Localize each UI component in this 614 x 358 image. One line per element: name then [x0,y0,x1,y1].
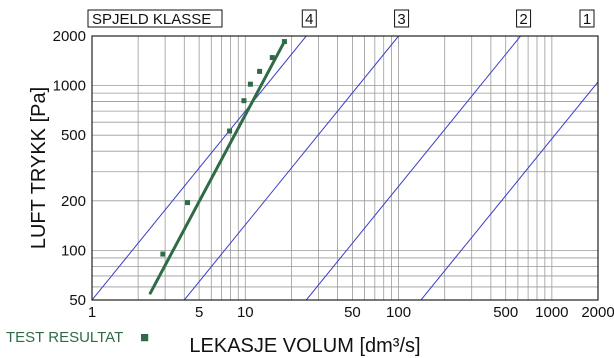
y-tick-labels: 50 100 200 500 1000 2000 [53,28,86,309]
fit-line [148,40,286,295]
x-tick-label: 100 [386,304,411,321]
test-point [160,251,166,257]
test-point [227,128,233,134]
class-line-4 [92,36,307,300]
class-label-box-2 [516,9,532,28]
y-tick-label: 100 [61,242,86,259]
x-axis-label: LEKASJE VOLUM [dm³/s] [189,335,420,357]
y-tick-label: 500 [61,127,86,144]
x-tick-label: 5 [195,304,203,321]
test-point [269,55,275,61]
class-label-4: 4 [305,11,313,28]
x-tick-label: 10 [237,304,254,321]
class-lines [92,36,598,300]
class-label-box-4 [301,9,317,28]
y-axis-label: LUFT TRYKK [Pa] [28,87,50,249]
class-label-box-1 [579,9,595,28]
y-tick-label: 50 [69,292,86,309]
class-line-3 [183,36,399,300]
class-header-box [87,9,223,28]
class-line-2 [305,36,521,300]
x-tick-labels: 1 5 10 50 100 500 1000 2000 [88,304,614,321]
test-point [247,81,253,87]
y-tick-label: 1000 [53,78,86,95]
fit-line-group [148,40,286,295]
legend-marker: ■ [140,329,149,346]
x-tick-label: 1 [88,304,96,321]
test-points [160,39,287,257]
class-line-1 [420,81,598,300]
x-tick-label: 500 [493,304,518,321]
test-point [241,98,247,104]
y-tick-label: 200 [61,193,86,210]
y-tick-label: 2000 [53,28,86,45]
test-point [281,39,287,45]
class-label-1: 1 [583,11,591,28]
x-tick-label: 50 [344,304,361,321]
class-label-2: 2 [519,11,527,28]
class-header: SPJELD KLASSE 4 3 2 1 [87,9,595,28]
class-label-box-3 [394,9,410,28]
test-point [185,200,191,206]
class-label-3: 3 [397,11,405,28]
legend-label: TEST RESULTAT [6,329,123,346]
test-point [257,68,263,74]
plot-frame [91,35,599,301]
x-tick-label: 1000 [535,304,568,321]
x-tick-label: 2000 [581,304,614,321]
class-header-label: SPJELD KLASSE [92,11,211,28]
